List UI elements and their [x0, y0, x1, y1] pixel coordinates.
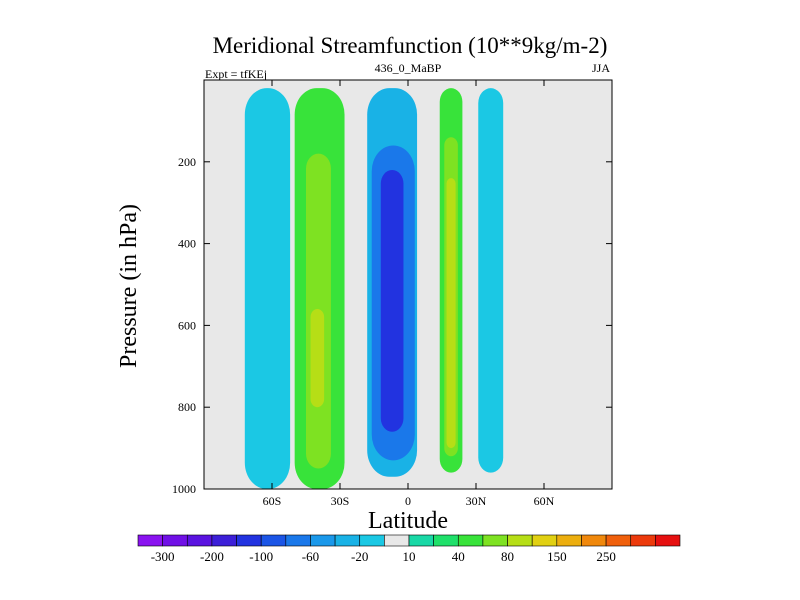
colorbar-swatch-17: [556, 534, 582, 547]
colorbar-label-5: 10: [403, 549, 416, 564]
x-tick-label-2: 0: [405, 494, 411, 508]
y-tick-label-2: 600: [178, 318, 196, 332]
colorbar-swatch-5: [260, 534, 287, 547]
contour-cell-0: [244, 88, 291, 490]
contour-cell-6: [380, 169, 404, 432]
x-tick-label-0: 60S: [263, 494, 282, 508]
left-subtitle: Expt = tfKEj: [205, 67, 267, 81]
colorbar-swatch-7: [310, 534, 336, 547]
colorbar-label-4: -20: [351, 549, 368, 564]
colorbar-swatch-11: [408, 534, 434, 547]
colorbar-swatch-1: [162, 534, 188, 547]
colorbar-label-3: -60: [302, 549, 319, 564]
colorbar-swatch-15: [507, 534, 533, 547]
colorbar-swatch-6: [285, 534, 311, 547]
x-tick-label-1: 30S: [331, 494, 350, 508]
plot-area: [204, 80, 612, 490]
y-tick-label-4: 1000: [172, 482, 196, 496]
x-tick-label-3: 30N: [466, 494, 487, 508]
colorbar-swatch-8: [334, 534, 361, 547]
colorbar-swatch-2: [186, 534, 213, 547]
colorbar-label-0: -300: [151, 549, 175, 564]
center-subtitle: 436_0_MaBP: [375, 61, 442, 75]
contour-cell-10: [478, 88, 504, 473]
colorbar-label-8: 150: [547, 549, 567, 564]
y-tick-label-0: 200: [178, 155, 196, 169]
colorbar-swatch-14: [482, 534, 508, 547]
colorbar-swatch-19: [605, 534, 632, 547]
colorbar: -300 -200 -100 -60 -20 10 40 80 150 250: [137, 534, 681, 564]
y-axis-label: Pressure (in hPa): [116, 204, 142, 368]
colorbar-swatch-13: [457, 534, 484, 547]
colorbar-swatch-9: [359, 534, 385, 547]
colorbar-swatch-21: [655, 534, 681, 547]
colorbar-swatch-10: [384, 534, 410, 547]
contour-cell-3: [310, 309, 325, 408]
colorbar-label-7: 80: [501, 549, 514, 564]
x-axis-label: Latitude: [368, 508, 448, 534]
y-tick-label-1: 400: [178, 237, 196, 251]
right-subtitle: JJA: [592, 61, 610, 75]
colorbar-swatch-3: [211, 534, 237, 547]
colorbar-swatch-12: [433, 534, 459, 547]
contour-cell-9: [446, 178, 456, 449]
colorbar-swatch-4: [236, 534, 262, 547]
y-tick-label-3: 800: [178, 400, 196, 414]
colorbar-label-1: -200: [200, 549, 224, 564]
colorbar-swatch-0: [137, 534, 163, 547]
colorbar-swatch-20: [630, 534, 656, 547]
colorbar-label-9: 250: [596, 549, 616, 564]
x-tick-label-4: 60N: [534, 494, 555, 508]
chart-title: Meridional Streamfunction (10**9kg/m-2): [213, 33, 608, 58]
colorbar-swatch-16: [531, 534, 558, 547]
colorbar-label-6: 40: [452, 549, 465, 564]
colorbar-swatch-18: [581, 534, 607, 547]
axes: 60S 30S 0 30N 60N 200 400 600 800 1000: [172, 79, 613, 508]
colorbar-label-2: -100: [249, 549, 273, 564]
